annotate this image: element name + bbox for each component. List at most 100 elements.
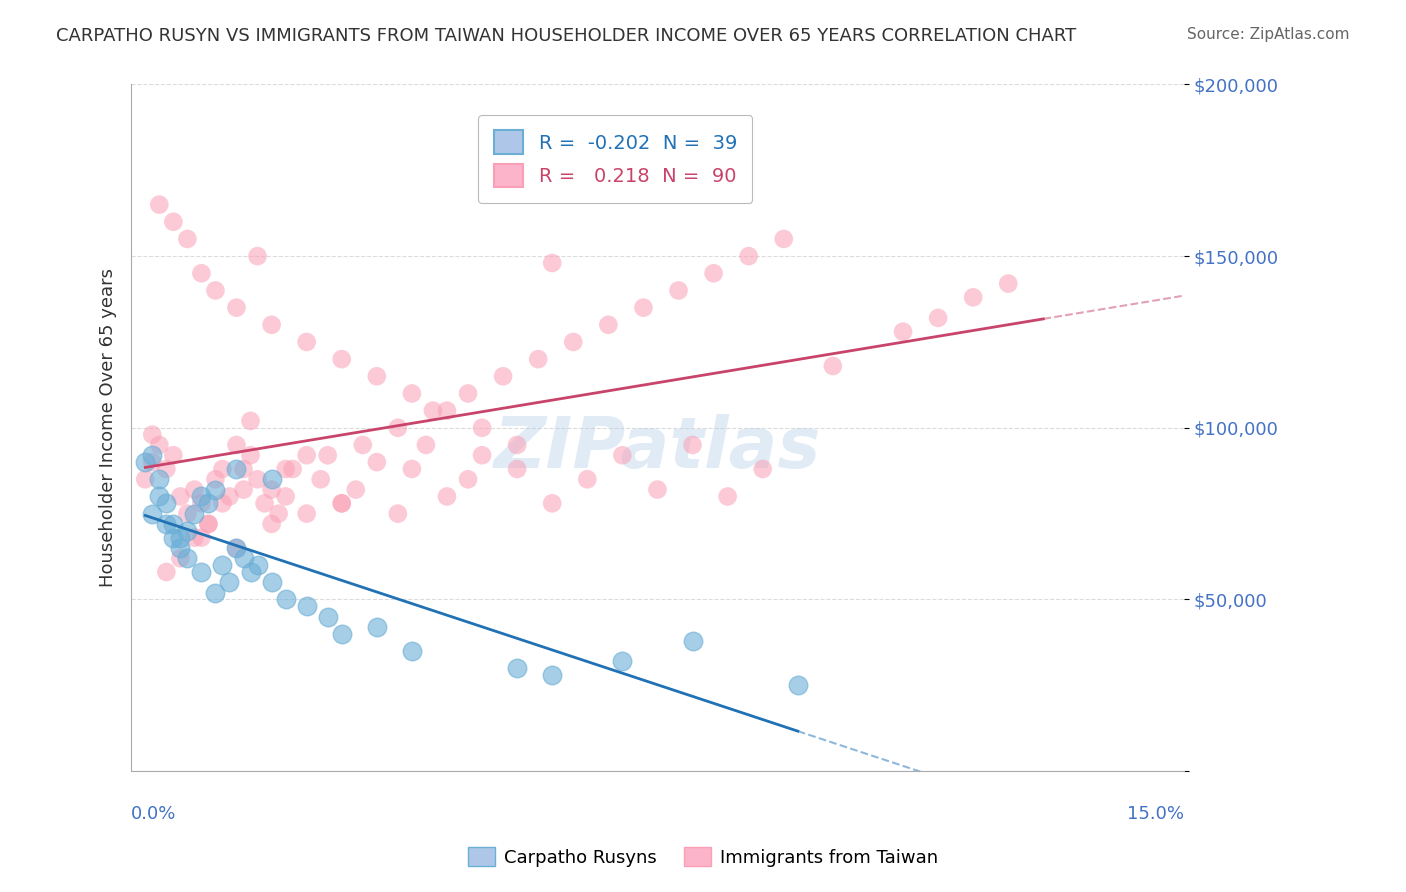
Point — [401, 644, 423, 658]
Point — [401, 462, 423, 476]
Point — [162, 215, 184, 229]
Point — [562, 334, 585, 349]
Point — [541, 256, 564, 270]
Point — [295, 448, 318, 462]
Point — [436, 403, 458, 417]
Point — [281, 462, 304, 476]
Point — [183, 531, 205, 545]
Point — [717, 490, 740, 504]
Point — [239, 565, 262, 579]
Point — [471, 448, 494, 462]
Point — [295, 599, 318, 614]
Point — [576, 472, 599, 486]
Point — [197, 516, 219, 531]
Point — [633, 301, 655, 315]
Point — [232, 483, 254, 497]
Point — [471, 421, 494, 435]
Point — [541, 496, 564, 510]
Point — [786, 678, 808, 692]
Point — [246, 558, 269, 573]
Point — [134, 472, 156, 486]
Point — [239, 414, 262, 428]
Point — [612, 654, 634, 668]
Point — [506, 438, 529, 452]
Point — [682, 438, 704, 452]
Point — [387, 507, 409, 521]
Point — [891, 325, 914, 339]
Point — [737, 249, 759, 263]
Point — [176, 507, 198, 521]
Point — [204, 585, 226, 599]
Point — [772, 232, 794, 246]
Point — [541, 668, 564, 682]
Point — [141, 507, 163, 521]
Point — [190, 266, 212, 280]
Point — [197, 496, 219, 510]
Point — [366, 455, 388, 469]
Point — [260, 472, 283, 486]
Point — [148, 438, 170, 452]
Point — [274, 592, 297, 607]
Point — [415, 438, 437, 452]
Point — [225, 541, 247, 555]
Point — [176, 232, 198, 246]
Point — [668, 284, 690, 298]
Point — [141, 455, 163, 469]
Point — [204, 472, 226, 486]
Point — [183, 507, 205, 521]
Point — [330, 352, 353, 367]
Point — [647, 483, 669, 497]
Point — [225, 541, 247, 555]
Point — [274, 462, 297, 476]
Point — [295, 334, 318, 349]
Point — [141, 427, 163, 442]
Point — [751, 462, 773, 476]
Point — [527, 352, 550, 367]
Point — [169, 531, 191, 545]
Text: 0.0%: 0.0% — [131, 805, 177, 823]
Point — [162, 448, 184, 462]
Point — [492, 369, 515, 384]
Point — [218, 490, 240, 504]
Text: CARPATHO RUSYN VS IMMIGRANTS FROM TAIWAN HOUSEHOLDER INCOME OVER 65 YEARS CORREL: CARPATHO RUSYN VS IMMIGRANTS FROM TAIWAN… — [56, 27, 1077, 45]
Point — [155, 516, 177, 531]
Point — [260, 318, 283, 332]
Point — [682, 633, 704, 648]
Point — [134, 455, 156, 469]
Point — [232, 462, 254, 476]
Point — [457, 386, 479, 401]
Point — [204, 284, 226, 298]
Legend: R =  -0.202  N =  39, R =   0.218  N =  90: R = -0.202 N = 39, R = 0.218 N = 90 — [478, 115, 752, 203]
Point — [211, 558, 233, 573]
Point — [366, 620, 388, 634]
Point — [155, 496, 177, 510]
Point — [190, 496, 212, 510]
Point — [211, 496, 233, 510]
Point — [962, 290, 984, 304]
Point — [246, 249, 269, 263]
Point — [225, 438, 247, 452]
Point — [176, 524, 198, 538]
Point — [155, 462, 177, 476]
Point — [232, 551, 254, 566]
Point — [141, 448, 163, 462]
Point — [401, 386, 423, 401]
Point — [253, 496, 276, 510]
Point — [239, 448, 262, 462]
Point — [267, 507, 290, 521]
Point — [225, 301, 247, 315]
Point — [260, 516, 283, 531]
Point — [148, 472, 170, 486]
Legend: Carpatho Rusyns, Immigrants from Taiwan: Carpatho Rusyns, Immigrants from Taiwan — [461, 840, 945, 874]
Point — [316, 448, 339, 462]
Point — [190, 565, 212, 579]
Point — [330, 496, 353, 510]
Text: 15.0%: 15.0% — [1126, 805, 1184, 823]
Point — [309, 472, 332, 486]
Point — [506, 462, 529, 476]
Point — [169, 551, 191, 566]
Point — [821, 359, 844, 373]
Point — [366, 369, 388, 384]
Point — [274, 490, 297, 504]
Point — [997, 277, 1019, 291]
